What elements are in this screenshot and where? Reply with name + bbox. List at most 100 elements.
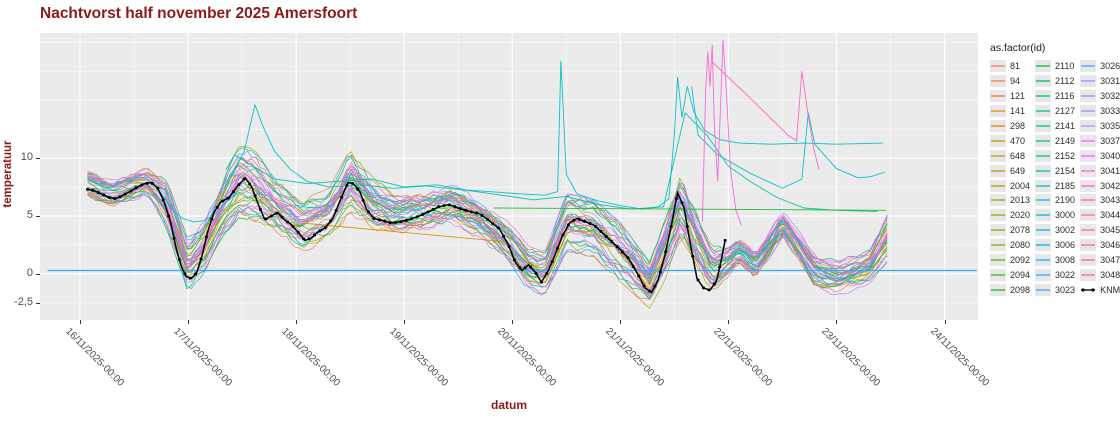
legend-key-line-icon (1035, 254, 1052, 267)
legend-entry: 3002 (1035, 223, 1075, 238)
y-tick-mark (36, 158, 40, 160)
legend-key-line-icon (1035, 60, 1052, 73)
legend-entry-label: 3042 (1100, 180, 1120, 191)
legend-entry-label: 3026 (1100, 61, 1120, 72)
legend-key-line-icon (1080, 60, 1097, 73)
legend-entry: 3041 (1080, 163, 1120, 178)
legend-column: 81 94 121 141 298 470 648 649 2004 2013 2020 2078 20… (990, 59, 1030, 297)
legend-key-line-icon (990, 209, 1006, 222)
legend-entry-label: 2094 (1010, 269, 1031, 280)
x-tick-mark (79, 320, 81, 324)
legend-entry: 141 (990, 104, 1030, 119)
legend-entry: 2116 (1035, 89, 1075, 104)
legend-key-line-icon (1080, 254, 1097, 267)
legend-key-line-icon (1080, 224, 1097, 237)
legend-entry-label: 2141 (1055, 121, 1076, 131)
legend-key-line-icon (1080, 120, 1097, 132)
x-tick-label: 17/11/2025-00:00 (171, 326, 234, 389)
legend-key-line-icon (1080, 179, 1097, 192)
legend-key-line-icon (1035, 90, 1052, 103)
plot-panel (40, 33, 978, 320)
legend-entry-label: 3040 (1100, 150, 1120, 161)
legend-entry: 3031 (1080, 74, 1120, 89)
legend-entry: 2094 (990, 267, 1030, 282)
legend-key-line-icon (990, 194, 1006, 207)
legend-entry: 2185 (1035, 178, 1075, 193)
x-tick-mark (296, 320, 298, 324)
legend-entry-label: 3022 (1055, 269, 1076, 280)
legend-entry-label: 2112 (1055, 76, 1075, 87)
legend-entry: 2092 (990, 253, 1030, 268)
legend-key-line-icon (990, 254, 1006, 267)
legend-entry: 2112 (1035, 74, 1075, 89)
legend-key-line-icon (1035, 105, 1052, 118)
legend-entry: 3033 (1080, 104, 1120, 119)
legend-key-line-icon (990, 179, 1006, 192)
legend-entry: 3008 (1035, 253, 1075, 268)
legend-entry-label: 3008 (1055, 255, 1076, 266)
legend-entry-label: 141 (1010, 106, 1026, 117)
x-tick-mark (620, 320, 622, 324)
legend-key-line-icon (990, 239, 1006, 252)
legend-entry: KNMI (1080, 282, 1120, 297)
legend-entry-label: 298 (1010, 121, 1026, 131)
x-tick-mark (512, 320, 514, 324)
legend-key-line-icon (1035, 134, 1052, 147)
legend-key-line-icon (1035, 120, 1052, 132)
x-tick-mark (836, 320, 838, 324)
legend-entry-label: 3037 (1100, 135, 1120, 146)
chart-title: Nachtvorst half november 2025 Amersfoort (40, 5, 358, 22)
legend-key-line-icon (990, 268, 1006, 281)
legend-column: 3026 3031 3032 3033 3035 3037 3040 3041 3042 3043… (1080, 59, 1120, 297)
x-tick-label: 19/11/2025-00:00 (387, 326, 451, 389)
legend-entry-label: 3041 (1100, 165, 1120, 176)
legend-entry: 2152 (1035, 148, 1075, 163)
x-tick-mark (944, 320, 946, 324)
y-tick-mark (36, 216, 40, 218)
legend-key-line-icon (1080, 164, 1097, 177)
legend-entry-label: 2110 (1055, 61, 1075, 72)
y-tick-label: 5 (26, 209, 33, 222)
legend-key-line-icon (1080, 149, 1097, 162)
legend-entry-label: 3048 (1100, 269, 1120, 280)
legend-key-line-icon (1080, 239, 1097, 252)
legend-entry-label: 649 (1010, 165, 1026, 176)
x-tick-label: 20/11/2025-00:00 (495, 326, 559, 389)
legend-key-line-icon (1035, 179, 1052, 192)
legend-entry-label: 3033 (1100, 106, 1120, 117)
legend-entry: 3046 (1080, 238, 1120, 253)
legend-entry: 3026 (1080, 59, 1120, 74)
legend-key-line-icon (1035, 209, 1052, 222)
legend-entry: 81 (990, 59, 1030, 74)
legend-key-line-icon (1035, 283, 1052, 296)
legend-entry-label: 2152 (1055, 150, 1076, 161)
legend-entry-label: 3047 (1100, 255, 1120, 266)
legend-entry: 3047 (1080, 253, 1120, 268)
x-tick-label: 21/11/2025-00:00 (603, 326, 667, 389)
legend-entry: 2154 (1035, 163, 1075, 178)
legend-entry: 2149 (1035, 133, 1075, 148)
legend-entry: 3032 (1080, 89, 1120, 104)
legend-entry-label: 2020 (1010, 210, 1031, 221)
legend-key-line-icon (990, 105, 1006, 118)
legend-entry-label: 2116 (1055, 91, 1075, 102)
y-tick-label: 10 (20, 151, 33, 164)
legend-entry: 3048 (1080, 267, 1120, 282)
legend-key-line-icon (1035, 164, 1052, 177)
legend-entry-label: 470 (1010, 135, 1026, 146)
legend-entry-label: 2190 (1055, 195, 1076, 206)
legend-entry: 648 (990, 148, 1030, 163)
x-tick-mark (728, 320, 730, 324)
legend-entry-label: 2127 (1055, 106, 1076, 117)
legend-entry: 2004 (990, 178, 1030, 193)
y-tick-label: 0 (26, 267, 33, 279)
legend-entry: 3006 (1035, 238, 1075, 253)
legend-column: 2110 2112 2116 2127 2141 2149 2152 2154 2185 2190… (1035, 59, 1075, 297)
legend-entry-label: 2098 (1010, 284, 1031, 295)
legend-entry: 2127 (1035, 104, 1075, 119)
legend-entry: 2080 (990, 238, 1030, 253)
legend-entry-label: 3023 (1055, 284, 1076, 295)
legend-key-line-icon (990, 134, 1006, 147)
y-tick-label: -2,5 (14, 295, 33, 308)
legend-key-line-icon (990, 224, 1006, 237)
